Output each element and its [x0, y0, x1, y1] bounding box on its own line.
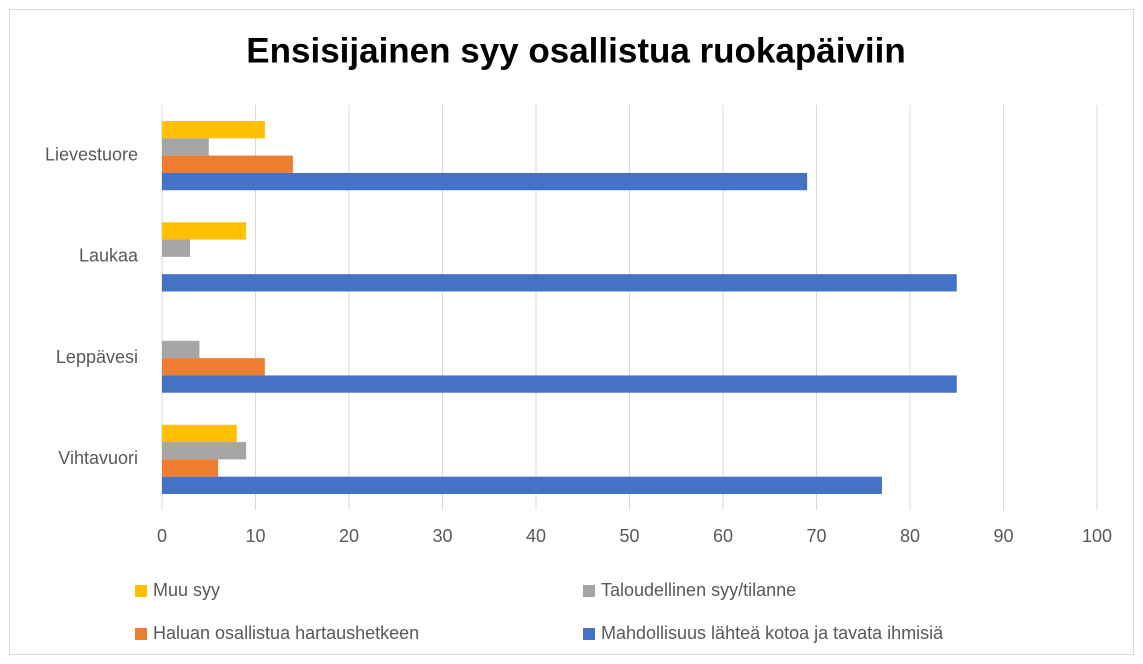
bar — [162, 476, 882, 494]
x-tick-label: 90 — [993, 526, 1013, 546]
x-tick-label: 30 — [432, 526, 452, 546]
y-tick-label: Leppävesi — [56, 347, 138, 367]
bar — [162, 121, 265, 139]
bar — [162, 172, 808, 191]
x-tick-label: 70 — [806, 526, 826, 546]
legend-label: Muu syy — [153, 580, 220, 600]
y-tick-label: Laukaa — [79, 246, 139, 266]
y-tick-label: Lievestuore — [45, 144, 138, 164]
bar — [162, 340, 200, 359]
bar — [162, 424, 237, 443]
y-tick-label: Vihtavuori — [58, 448, 138, 468]
x-tick-label: 100 — [1082, 526, 1112, 546]
x-tick-label: 40 — [526, 526, 546, 546]
legend-label: Mahdollisuus lähteä kotoa ja tavata ihmi… — [601, 623, 944, 643]
x-tick-label: 80 — [900, 526, 920, 546]
bar — [162, 138, 209, 156]
bar — [162, 239, 191, 257]
bar — [162, 155, 293, 173]
bar — [162, 459, 219, 477]
legend-label: Taloudellinen syy/tilanne — [601, 580, 796, 600]
x-tick-label: 0 — [157, 526, 167, 546]
legend-swatch — [135, 628, 147, 640]
x-tick-label: 60 — [713, 526, 733, 546]
x-tick-label: 10 — [245, 526, 265, 546]
bar — [162, 442, 247, 460]
x-tick-label: 20 — [339, 526, 359, 546]
chart-title: Ensisijainen syy osallistua ruokapäiviin — [246, 31, 905, 70]
bar — [162, 222, 247, 240]
chart-frame — [9, 9, 1134, 655]
legend-swatch — [583, 585, 595, 597]
legend-swatch — [583, 628, 595, 640]
legend-label: Haluan osallistua hartaushetkeen — [153, 623, 419, 643]
legend-swatch — [135, 585, 147, 597]
bar — [162, 274, 957, 292]
bar — [162, 358, 265, 376]
bar — [162, 375, 957, 393]
x-tick-label: 50 — [619, 526, 639, 546]
